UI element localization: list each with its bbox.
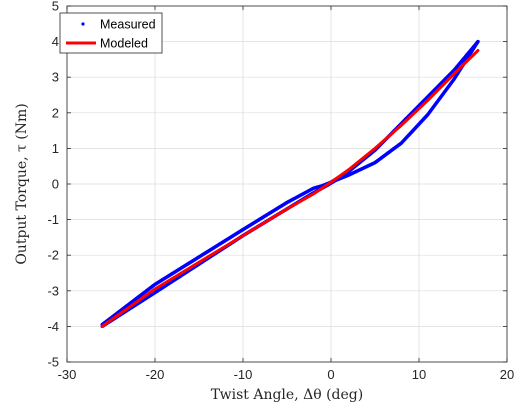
grid-lines: [66, 5, 508, 363]
x-tick-label: -20: [146, 367, 165, 382]
axis-ticks: [66, 5, 508, 363]
y-tick-label: -4: [47, 319, 59, 334]
x-tick-label: 0: [327, 367, 334, 382]
legend: Measured Modeled: [59, 12, 163, 54]
x-tick-label: 10: [412, 367, 426, 382]
legend-measured-marker: [81, 22, 85, 26]
y-axis-label: Output Torque, τ (Nm): [14, 103, 30, 264]
x-axis-label: Twist Angle, Δθ (deg): [211, 387, 363, 403]
y-tick-label: -1: [47, 212, 59, 227]
y-tick-label: -2: [47, 248, 59, 263]
x-tick-label: -30: [58, 367, 77, 382]
data-layer: [100, 39, 480, 329]
y-tick-label: 2: [52, 105, 59, 120]
legend-measured-label: Measured: [100, 18, 156, 32]
y-tick-label: 5: [52, 0, 59, 14]
y-tick-label: 1: [52, 141, 59, 156]
legend-box: [59, 12, 163, 54]
x-tick-label: -10: [234, 367, 253, 382]
legend-modeled-label: Modeled: [100, 37, 148, 51]
y-tick-label: 3: [52, 70, 59, 85]
y-tick-label: 0: [52, 177, 59, 192]
y-tick-label: -5: [47, 355, 59, 370]
y-tick-label: -3: [47, 283, 59, 298]
x-tick-label: 20: [500, 367, 514, 382]
y-tick-label: 4: [52, 34, 59, 49]
modeled-line: [100, 49, 480, 328]
